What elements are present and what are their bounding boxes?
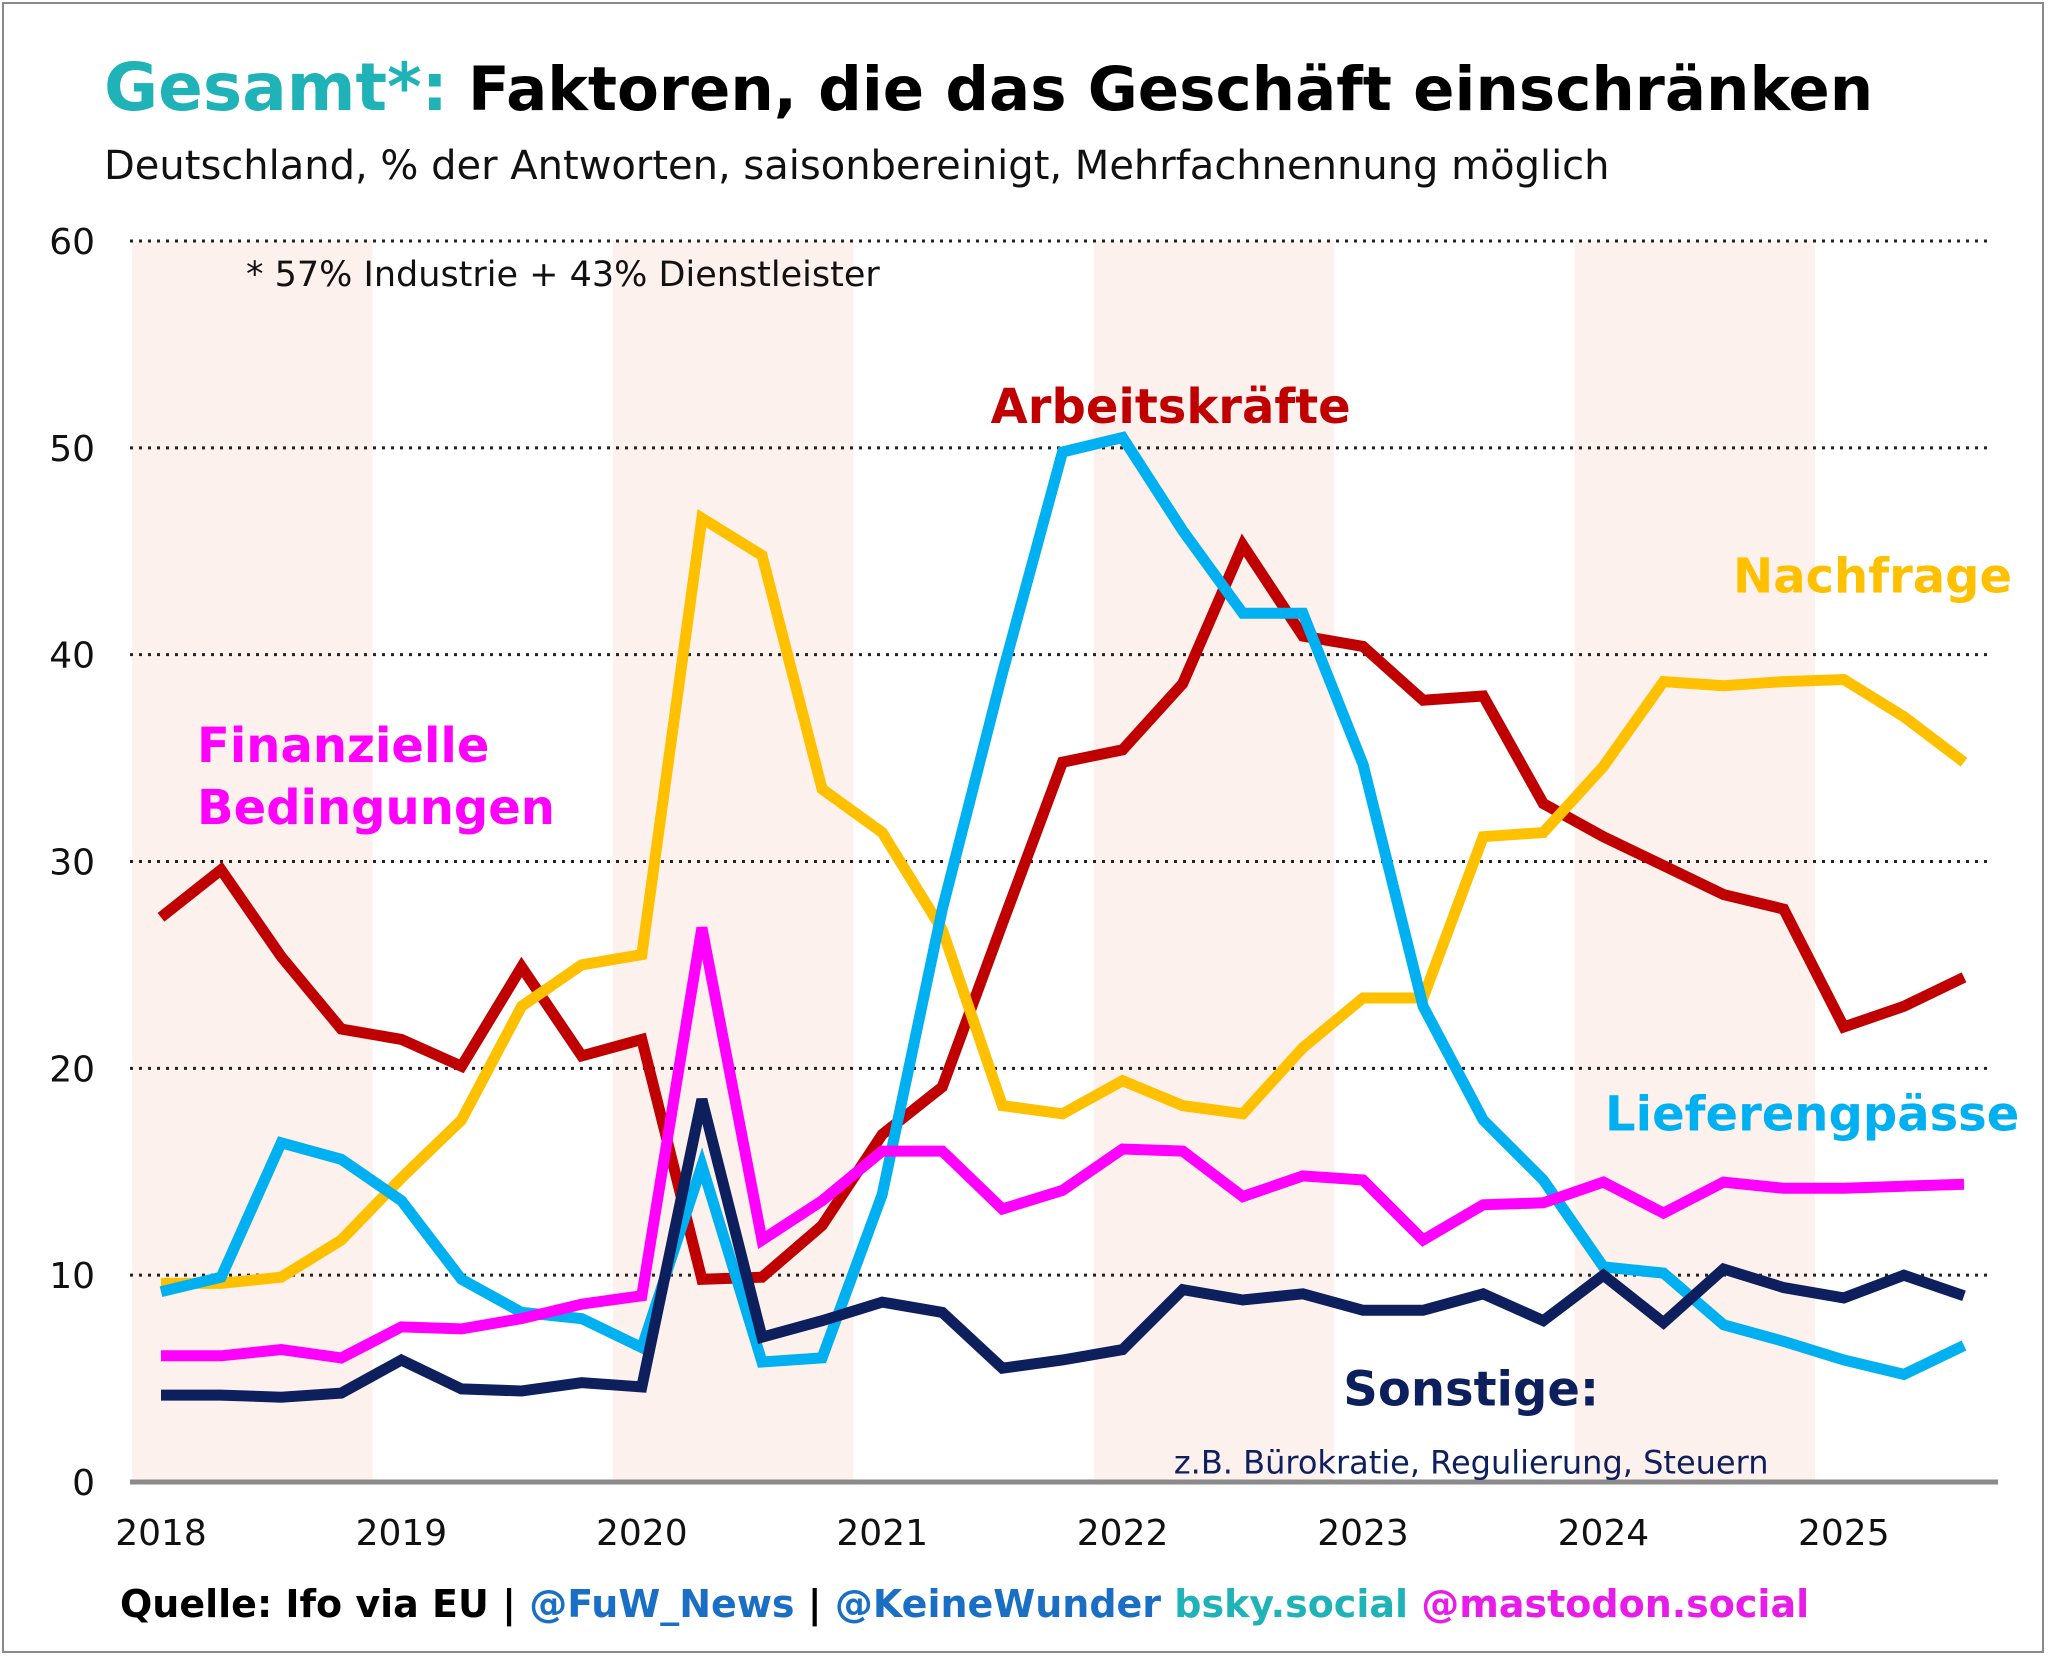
series-line-sonstige [161, 1098, 1966, 1403]
series-label: Arbeitskräfte [991, 379, 1351, 435]
x-tick-label: 2020 [596, 1513, 688, 1554]
series-line-nachfrage [161, 509, 1968, 1289]
footer-part: @mastodon.social [1408, 1582, 1810, 1626]
x-tick-label: 2018 [115, 1513, 207, 1554]
y-tick-label: 50 [49, 429, 95, 470]
source-footer: Quelle: Ifo via EU | @FuW_News | @KeineW… [120, 1585, 1809, 1623]
series-line-lieferengpässe [159, 431, 1967, 1381]
y-tick-label: 10 [49, 1256, 95, 1297]
footer-part: @KeineWunder [834, 1582, 1162, 1626]
chart-subtitle: Deutschland, % der Antworten, saisonbere… [104, 143, 1610, 189]
x-tick-label: 2023 [1317, 1513, 1409, 1554]
x-tick-label: 2024 [1558, 1513, 1650, 1554]
x-tick-label: 2025 [1798, 1513, 1890, 1554]
title-prefix: Gesamt*: [104, 49, 448, 126]
title-main: Faktoren, die das Geschäft einschränken [468, 54, 1874, 125]
series-line-arbeitskräfte [157, 533, 1967, 1285]
x-tick-label: 2021 [836, 1513, 928, 1554]
y-tick-label: 60 [49, 222, 95, 263]
footer-part: | [794, 1582, 835, 1626]
series-label: Bedingungen [197, 780, 555, 836]
annotation: z.B. Bürokratie, Regulierung, Steuern [1174, 1443, 1769, 1481]
axes: 0 10 20 30 40 50 60 2018 2019 2020 2021 2022 2023 202… [49, 222, 1998, 1554]
series-label: Lieferengpässe [1605, 1086, 2019, 1142]
series-label: Finanzielle [197, 718, 489, 774]
y-tick-label: 20 [49, 1049, 95, 1090]
chart-title: Gesamt*: Faktoren, die das Geschäft einsc… [104, 55, 1873, 121]
series-line-finanzielle-bedingungen [161, 926, 1965, 1364]
footer-part: bsky.social [1161, 1582, 1409, 1626]
y-tick-label: 0 [72, 1463, 95, 1504]
y-tick-label: 30 [49, 843, 95, 884]
footer-part: @FuW_News [529, 1582, 795, 1626]
x-tick-label: 2019 [356, 1513, 448, 1554]
shaded-period [1574, 241, 1815, 1482]
y-tick-label: 40 [49, 636, 95, 677]
chart-note: * 57% Industrie + 43% Dienstleister [246, 255, 880, 295]
footer-part: Quelle: Ifo via EU | [120, 1582, 530, 1626]
series-label: Nachfrage [1733, 549, 2012, 605]
series-labels: Arbeitskräfte Nachfrage Lieferengpässe Fina… [197, 379, 2019, 1481]
x-tick-label: 2022 [1077, 1513, 1169, 1554]
series-label: Sonstige: [1343, 1361, 1599, 1417]
series-lines [157, 431, 1968, 1403]
